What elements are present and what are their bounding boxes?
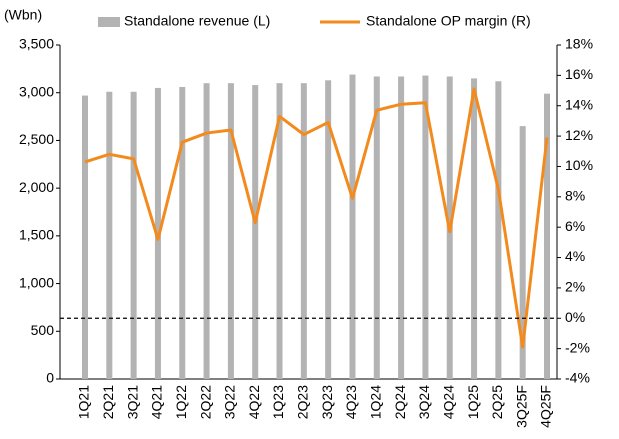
bar	[82, 95, 88, 379]
bar	[300, 83, 307, 380]
y2-tick-label: 10%	[565, 157, 593, 173]
y2-tick-label: 16%	[565, 66, 593, 82]
x-tick-label: 4Q23	[343, 385, 359, 419]
x-tick-label: 3Q25F	[513, 385, 529, 428]
x-tick-label: 4Q22	[246, 385, 262, 419]
y2-tick-label: 0%	[565, 309, 585, 325]
bar	[495, 81, 502, 380]
y-tick-label: 3,500	[19, 36, 54, 52]
y-tick-label: 2,000	[19, 179, 54, 195]
legend-label: Standalone revenue (L)	[124, 13, 270, 29]
bar	[544, 93, 550, 379]
x-tick-label: 3Q24	[416, 385, 432, 419]
bar	[203, 83, 210, 380]
line	[84, 87, 549, 349]
bar	[349, 74, 356, 379]
x-tick-label: 1Q25	[465, 385, 481, 419]
x-tick-label: 2Q23	[295, 385, 311, 419]
y2-tick-label: 2%	[565, 279, 585, 295]
x-tick-label: 1Q24	[367, 385, 383, 419]
x-tick-label: 4Q25F	[538, 385, 554, 428]
x-tick-label: 2Q25	[489, 385, 505, 419]
x-tick-label: 1Q23	[270, 385, 286, 419]
y2-tick-label: -2%	[565, 339, 590, 355]
x-tick-label: 3Q21	[124, 385, 140, 419]
bar	[471, 78, 478, 380]
bar	[276, 83, 283, 380]
x-tick-label: 2Q22	[197, 385, 213, 419]
bar	[398, 76, 405, 380]
bar	[325, 80, 332, 380]
bar	[130, 91, 137, 379]
x-tick-label: 3Q22	[222, 385, 238, 419]
x-tick-label: 1Q22	[173, 385, 189, 419]
x-tick-label: 4Q24	[440, 385, 456, 419]
y2-tick-label: 4%	[565, 248, 585, 264]
bar	[519, 126, 526, 379]
y-tick-label: 1,000	[19, 274, 54, 290]
legend-swatch	[98, 17, 120, 27]
x-tick-label: 1Q21	[76, 385, 92, 419]
y-tick-label: 0	[46, 370, 54, 386]
bar	[422, 75, 429, 379]
bar	[106, 91, 113, 379]
y2-tick-label: 14%	[565, 96, 593, 112]
y2-tick-label: 18%	[565, 36, 593, 52]
x-tick-label: 3Q23	[319, 385, 335, 419]
y2-tick-label: -4%	[565, 370, 590, 386]
x-tick-label: 2Q24	[392, 385, 408, 419]
bar	[179, 86, 186, 379]
legend-label: Standalone OP margin (R)	[366, 13, 531, 29]
x-tick-label: 4Q21	[149, 385, 165, 419]
bar	[227, 83, 234, 380]
bar	[252, 85, 259, 379]
y-tick-label: 1,500	[19, 227, 54, 243]
unit-label: (Wbn)	[4, 7, 42, 23]
y2-tick-label: 12%	[565, 127, 593, 143]
y2-tick-label: 8%	[565, 188, 585, 204]
bar	[373, 76, 380, 380]
y-tick-label: 3,000	[19, 83, 54, 99]
y-tick-label: 2,500	[19, 131, 54, 147]
x-tick-label: 2Q21	[100, 385, 116, 419]
y2-tick-label: 6%	[565, 218, 585, 234]
y-tick-label: 500	[31, 322, 55, 338]
